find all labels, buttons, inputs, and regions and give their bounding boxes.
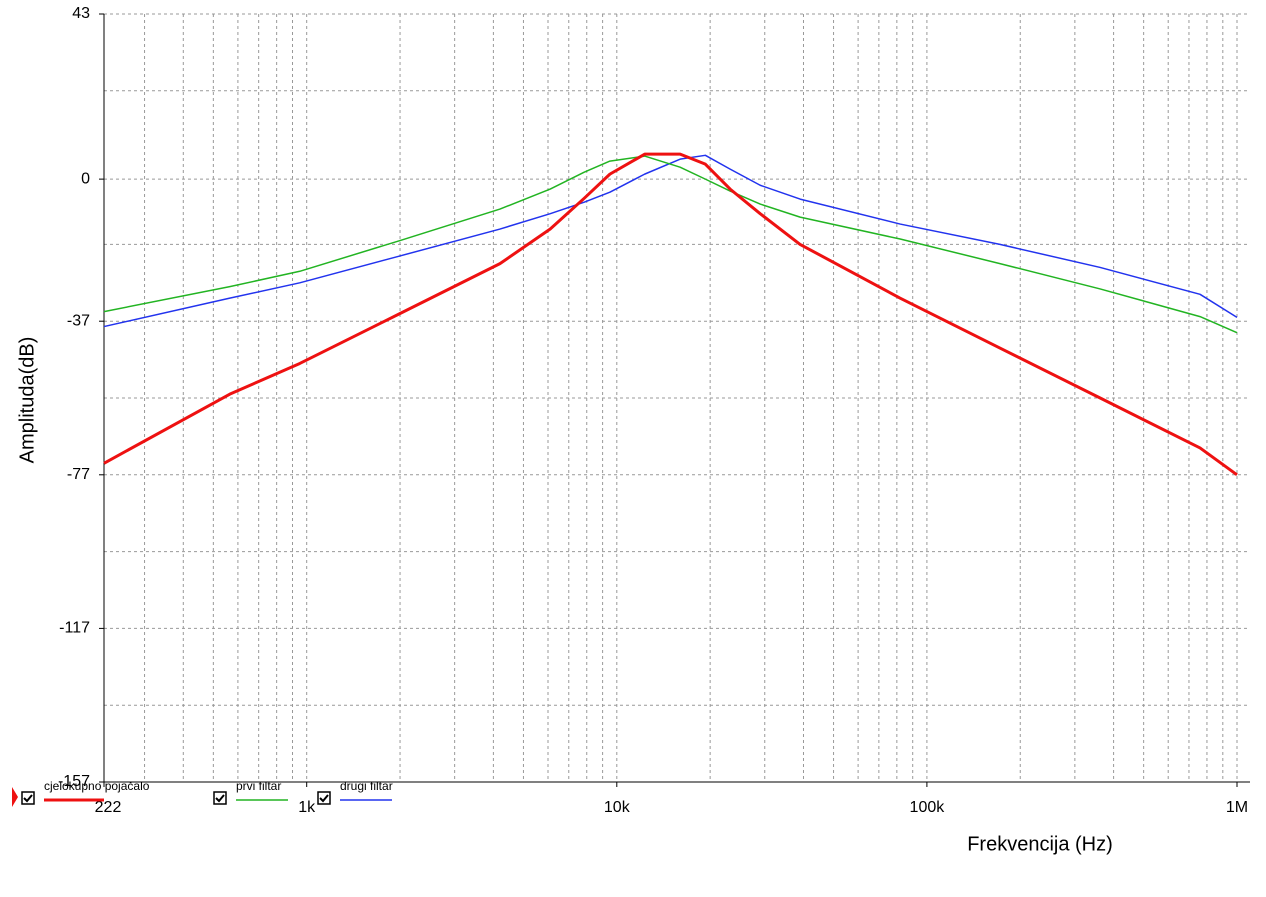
x-tick-label: 1M xyxy=(1226,799,1248,816)
series-line xyxy=(103,154,1238,328)
legend-checkbox[interactable] xyxy=(213,791,227,805)
legend-check xyxy=(23,794,33,803)
legend-check xyxy=(215,794,225,803)
legend-label: drugi filtar xyxy=(340,779,393,793)
y-tick-label: -157 xyxy=(58,773,90,790)
series-line xyxy=(103,152,1238,477)
legend-pointer xyxy=(12,787,18,807)
legend-checkbox[interactable] xyxy=(317,791,331,805)
x-tick-label: 1k xyxy=(298,799,316,816)
y-tick-label: 43 xyxy=(72,5,90,22)
y-axis-title: Amplituda(dB) xyxy=(16,337,38,464)
y-tick-label: -37 xyxy=(67,312,90,329)
y-tick-label: -77 xyxy=(67,466,90,483)
y-tick-label: 0 xyxy=(81,170,90,187)
legend-check xyxy=(319,794,329,803)
legend-checkbox[interactable] xyxy=(21,791,35,805)
legend-label: cjelokupno pojačalo xyxy=(44,779,150,793)
legend-label: prvi filtar xyxy=(236,779,281,793)
x-axis-title: Frekvencija (Hz) xyxy=(967,833,1113,855)
x-tick-label: 100k xyxy=(910,799,946,816)
y-tick-label: -117 xyxy=(59,620,90,637)
series-line xyxy=(103,155,1238,334)
x-tick-label: 222 xyxy=(95,799,122,816)
x-tick-label: 10k xyxy=(604,799,631,816)
